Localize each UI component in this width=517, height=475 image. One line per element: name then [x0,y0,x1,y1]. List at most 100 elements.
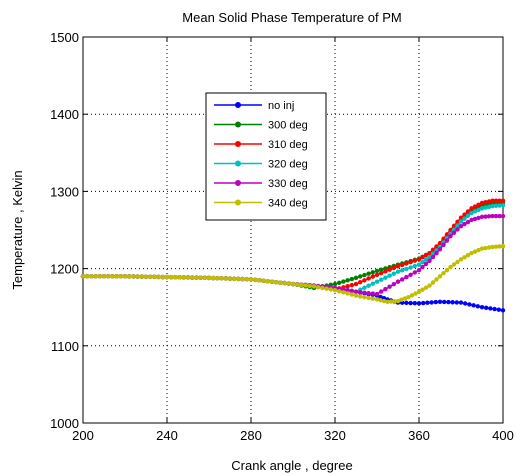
data-point [337,289,342,294]
data-point [441,242,446,248]
y-tick-label: 1000 [50,416,79,431]
data-point [446,299,451,305]
data-point [400,262,405,268]
data-point [244,277,249,282]
data-point [236,276,241,282]
data-point [131,274,136,279]
data-point [467,302,472,307]
data-point [341,279,346,284]
data-point [370,270,375,275]
data-point [404,274,409,280]
data-point [420,255,425,260]
data-point [370,281,375,286]
legend-label: 340 deg [268,198,308,210]
data-point [423,285,429,290]
data-point [362,272,367,278]
data-point [387,273,392,278]
data-point [483,200,488,205]
data-point [402,296,408,301]
data-point [425,300,430,305]
data-point [486,214,492,219]
data-point [122,274,128,279]
data-point [353,275,359,281]
series-group [80,198,506,313]
data-point [404,266,409,272]
data-point [430,280,436,285]
data-point [420,287,425,292]
data-point [379,289,384,294]
data-point [434,250,439,256]
data-point [497,244,502,249]
data-point [282,280,287,286]
data-point [332,281,338,287]
data-point [152,274,157,280]
data-point [345,278,350,283]
data-point [448,227,453,233]
data-point [469,206,474,211]
data-point [423,253,429,258]
data-point [451,223,457,229]
data-point [497,213,502,219]
data-point [455,227,460,232]
data-point [400,268,405,273]
x-tick-label: 400 [492,428,514,443]
data-point [198,275,203,280]
legend: no inj 300 deg 310 deg 320 deg 330 deg 340 de… [205,92,327,221]
data-point [476,207,481,213]
data-point [173,275,178,280]
data-point [366,295,371,301]
data-point [358,274,363,279]
data-point [139,274,144,279]
data-point [442,299,447,305]
data-point [404,300,409,306]
legend-swatch-marker [235,199,241,206]
data-point [400,277,405,282]
data-point [430,247,436,253]
data-point [496,307,501,312]
y-tick-label: 1400 [50,107,79,122]
data-point [362,294,367,300]
data-point [476,202,481,207]
data-point [362,290,367,295]
data-point [413,291,418,296]
data-point [493,203,499,209]
data-point [493,198,499,203]
data-point [101,274,107,279]
data-point [479,246,485,251]
data-point [349,276,354,282]
data-point [463,301,468,306]
data-point [374,297,380,302]
data-point [253,277,258,283]
data-point [500,213,506,219]
data-point [399,297,404,302]
data-point [337,280,342,286]
data-point [408,300,413,306]
y-axis-label: Temperature , Kelvin [10,170,25,289]
data-point [500,198,506,203]
chart-title: Mean Solid Phase Temperature of PM [182,10,401,25]
data-point [479,206,485,211]
data-point [434,277,439,282]
data-point [483,245,488,251]
data-point [493,244,499,249]
data-point [416,289,422,294]
data-point [451,230,457,236]
data-point [374,279,380,284]
data-point [472,249,478,254]
data-point [80,274,86,279]
data-point [223,276,228,281]
data-point [202,275,207,280]
data-point [274,279,279,285]
data-point [472,216,478,222]
data-point [261,278,266,283]
data-point [465,209,471,214]
legend-box [205,92,327,221]
x-axis-label: Crank angle , degree [231,458,352,473]
data-point [106,274,111,279]
data-point [500,203,506,208]
data-point [227,276,233,281]
data-point [387,267,392,272]
data-point [483,205,488,210]
data-point [469,210,474,216]
